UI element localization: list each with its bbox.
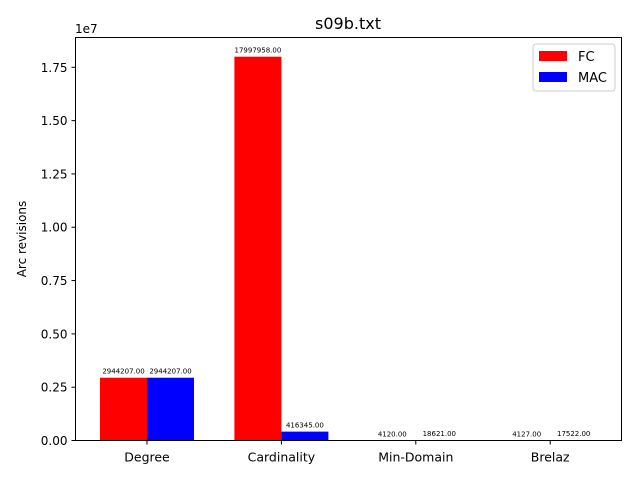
bars-group: [100, 56, 598, 441]
legend-label-fc: FC: [578, 50, 595, 65]
chart-title: s09b.txt: [315, 14, 381, 33]
data-label-mac-min-domain: 18621.00: [423, 430, 456, 438]
legend-swatch-fc: [539, 51, 567, 61]
bar-mac-degree: [147, 377, 194, 441]
data-label-mac-cardinality: 416345.00: [286, 422, 324, 430]
y-tick-label: 0.50: [41, 327, 68, 341]
x-axis: Degree Cardinality Min-Domain Brelaz: [124, 440, 570, 465]
bar-mac-cardinality: [281, 431, 329, 441]
data-label-mac-brelaz: 17522.00: [557, 430, 590, 438]
data-label-fc-brelaz: 4127.00: [512, 430, 541, 438]
data-label-fc-min-domain: 4120.00: [378, 430, 407, 438]
y-tick-label: 1.50: [41, 114, 68, 128]
y-tick-label: 0.75: [41, 274, 68, 288]
bar-fc-cardinality: [234, 56, 282, 441]
y-axis: 0.00 0.25 0.50 0.75 1.00 1.25 1.50 1.75: [41, 61, 76, 448]
legend: FC MAC: [532, 43, 616, 92]
legend-swatch-mac: [539, 72, 567, 82]
y-axis-label: Arc revisions: [15, 201, 29, 278]
y-tick-label: 1.25: [41, 167, 68, 181]
x-tick-label: Cardinality: [248, 450, 316, 465]
y-axis-offset-label: 1e7: [75, 22, 98, 36]
data-label-fc-degree: 2944207.00: [102, 368, 144, 376]
data-label-fc-cardinality: 17997958.00: [235, 47, 282, 55]
x-tick-label: Degree: [124, 450, 170, 465]
data-label-mac-degree: 2944207.00: [149, 368, 191, 376]
legend-label-mac: MAC: [578, 71, 607, 86]
x-tick-label: Min-Domain: [378, 450, 453, 465]
x-tick-label: Brelaz: [531, 450, 570, 465]
y-tick-label: 1.00: [41, 221, 68, 235]
data-labels-group: 2944207.00 17997958.00 4120.00 4127.00 29442…: [102, 47, 590, 439]
y-tick-label: 0.25: [41, 381, 68, 395]
bar-fc-degree: [100, 377, 147, 441]
y-tick-label: 1.75: [41, 61, 68, 75]
plot-frame: [75, 37, 622, 441]
y-tick-label: 0.00: [41, 434, 68, 448]
